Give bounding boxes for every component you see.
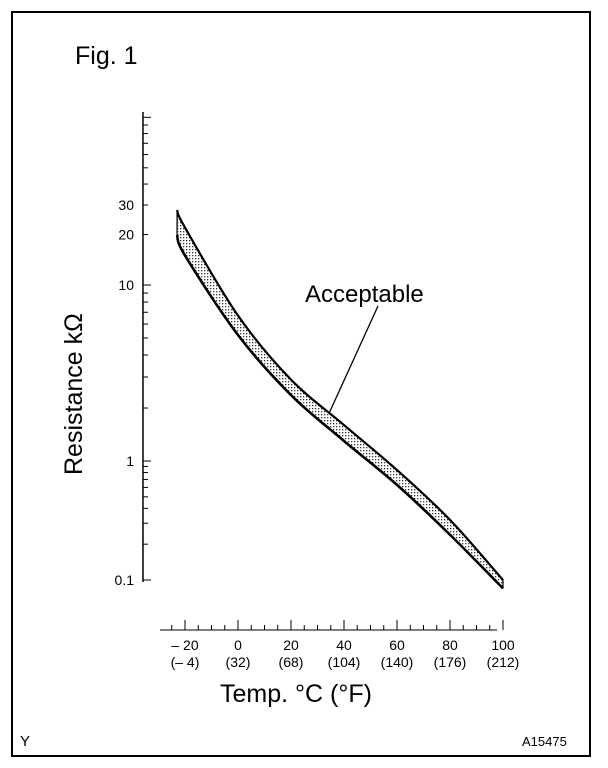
x-tick-label: 80 — [442, 637, 458, 653]
x-tick-label-fahrenheit: (32) — [226, 654, 251, 670]
x-tick-label: 0 — [234, 637, 242, 653]
chart-title: Fig. 1 — [75, 42, 138, 70]
x-tick-label: 60 — [389, 637, 405, 653]
y-tick-label: 10 — [118, 277, 134, 293]
y-tick-label: 30 — [118, 197, 134, 213]
upper-limit-curve — [176, 209, 504, 581]
y-axis-label: Resistance kΩ — [60, 313, 88, 475]
acceptable-band — [177, 210, 504, 589]
annotation-leader — [325, 305, 379, 421]
x-axis-label: Temp. °C (°F) — [220, 680, 372, 708]
x-tick-label-fahrenheit: (140) — [381, 654, 414, 670]
x-tick-label-fahrenheit: (68) — [279, 654, 304, 670]
footer-left-mark: Y — [20, 733, 30, 750]
figure-frame — [11, 11, 591, 757]
x-tick-label: 20 — [283, 637, 299, 653]
x-tick-label: – 20 — [171, 637, 198, 653]
y-tick-label: 20 — [118, 227, 134, 243]
y-tick-label: 1 — [126, 453, 134, 469]
y-tick-label: 0.1 — [115, 572, 135, 588]
x-tick-label-fahrenheit: (104) — [328, 654, 361, 670]
figure-code: A15475 — [522, 734, 567, 749]
lower-limit-curve — [175, 234, 504, 590]
x-tick-label: 40 — [336, 637, 352, 653]
x-tick-label-fahrenheit: (– 4) — [171, 654, 200, 670]
annotation-acceptable: Acceptable — [305, 281, 424, 308]
x-tick-label-fahrenheit: (176) — [434, 654, 467, 670]
x-tick-label-fahrenheit: (212) — [487, 654, 520, 670]
x-tick-label: 100 — [491, 637, 515, 653]
